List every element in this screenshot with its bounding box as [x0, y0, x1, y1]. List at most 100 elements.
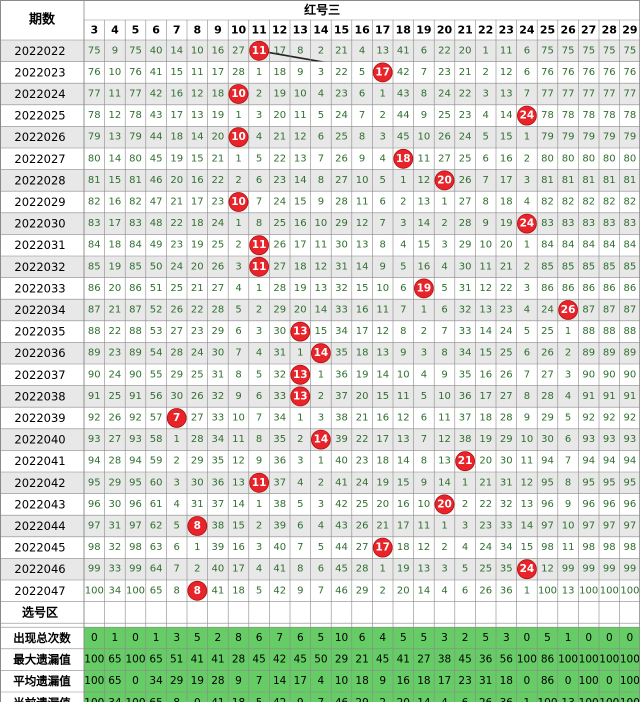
miss-value: 4	[297, 477, 303, 488]
miss-value: 75	[562, 45, 575, 56]
miss-value: 27	[109, 434, 122, 445]
miss-value: 19	[191, 240, 204, 251]
table-row	[0, 515, 640, 537]
miss-value: 99	[603, 564, 616, 575]
miss-value: 39	[335, 434, 348, 445]
miss-value: 35	[459, 369, 472, 380]
miss-value: 97	[129, 521, 142, 532]
miss-value: 14	[170, 45, 183, 56]
hit-ball	[372, 62, 393, 83]
miss-value: 18	[212, 89, 225, 100]
miss-value: 42	[335, 499, 348, 510]
miss-value: 4	[256, 348, 262, 359]
miss-value: 15	[191, 153, 204, 164]
miss-value: 18	[191, 218, 204, 229]
miss-value: 20	[376, 499, 389, 510]
miss-value: 7	[421, 434, 427, 445]
miss-value: 93	[582, 434, 595, 445]
hit-number: 24	[520, 218, 535, 230]
miss-value: 23	[459, 110, 472, 121]
miss-value: 81	[624, 175, 637, 186]
miss-value: 25	[438, 110, 451, 121]
miss-value: 13	[479, 305, 492, 316]
miss-value: 91	[582, 391, 595, 402]
miss-value: 94	[541, 456, 554, 467]
stats-value: 45	[294, 654, 307, 666]
miss-value: 95	[129, 477, 142, 488]
miss-value: 16	[191, 175, 204, 186]
column-header: 11	[251, 24, 266, 37]
miss-value: 1	[297, 413, 303, 424]
column-header: 29	[622, 24, 637, 37]
miss-value: 40	[273, 542, 286, 553]
miss-value: 51	[150, 283, 163, 294]
miss-value: 25	[459, 153, 472, 164]
stats-value: 7	[318, 697, 325, 702]
miss-value: 18	[500, 197, 513, 208]
select-row	[0, 601, 640, 624]
miss-value: 8	[400, 326, 406, 337]
miss-value: 2	[421, 326, 427, 337]
miss-value: 21	[459, 67, 472, 78]
miss-value: 2	[318, 45, 324, 56]
miss-value: 31	[191, 499, 204, 510]
hit-ball	[249, 235, 270, 256]
miss-value: 25	[109, 391, 122, 402]
miss-value: 24	[541, 305, 554, 316]
stats-value: 36	[500, 697, 514, 702]
stats-value: 3	[441, 632, 448, 644]
stats-value: 2	[462, 632, 469, 644]
stats-value: 100	[620, 697, 640, 702]
miss-value: 17	[376, 434, 389, 445]
miss-value: 76	[603, 67, 616, 78]
miss-value: 6	[174, 542, 180, 553]
column-header: 21	[457, 24, 472, 37]
column-header: 24	[519, 24, 535, 37]
miss-value: 77	[582, 89, 595, 100]
hit-ball	[228, 192, 249, 212]
stats-value: 65	[149, 654, 162, 666]
miss-value: 95	[582, 477, 595, 488]
miss-value: 97	[582, 521, 595, 532]
hit-ball	[310, 429, 331, 450]
miss-value: 76	[624, 67, 637, 78]
stats-value: 34	[149, 675, 163, 687]
stats-label-cell	[0, 692, 84, 702]
miss-value: 29	[273, 305, 286, 316]
miss-value: 25	[356, 499, 369, 510]
miss-value: 19	[479, 434, 492, 445]
miss-value: 14	[418, 585, 431, 596]
hit-number: 20	[437, 174, 452, 186]
miss-value: 18	[294, 261, 307, 272]
hit-number: 17	[375, 542, 390, 554]
miss-value: 8	[235, 369, 241, 380]
column-header: 12	[272, 24, 287, 37]
miss-value: 1	[256, 67, 262, 78]
miss-value: 4	[565, 391, 571, 402]
miss-value: 80	[129, 153, 142, 164]
stats-value: 100	[579, 675, 599, 687]
stats-value: 18	[355, 675, 368, 687]
miss-value: 6	[256, 391, 262, 402]
miss-value: 20	[273, 110, 286, 121]
miss-value: 86	[129, 283, 142, 294]
miss-value: 7	[421, 67, 427, 78]
miss-value: 26	[438, 132, 451, 143]
miss-value: 83	[129, 218, 142, 229]
miss-value: 4	[524, 197, 530, 208]
miss-value: 3	[256, 542, 262, 553]
miss-value: 99	[562, 564, 575, 575]
period-cell: 2022030	[14, 217, 65, 231]
miss-value: 20	[397, 585, 410, 596]
miss-value: 31	[212, 369, 225, 380]
miss-value: 13	[315, 283, 328, 294]
stats-value: 34	[108, 697, 122, 702]
miss-value: 23	[335, 89, 348, 100]
miss-value: 2	[318, 477, 324, 488]
miss-value: 75	[88, 45, 101, 56]
column-header: 20	[437, 24, 453, 37]
miss-value: 19	[109, 261, 122, 272]
miss-value: 18	[397, 542, 410, 553]
miss-value: 2	[297, 434, 303, 445]
miss-value: 83	[603, 218, 616, 229]
